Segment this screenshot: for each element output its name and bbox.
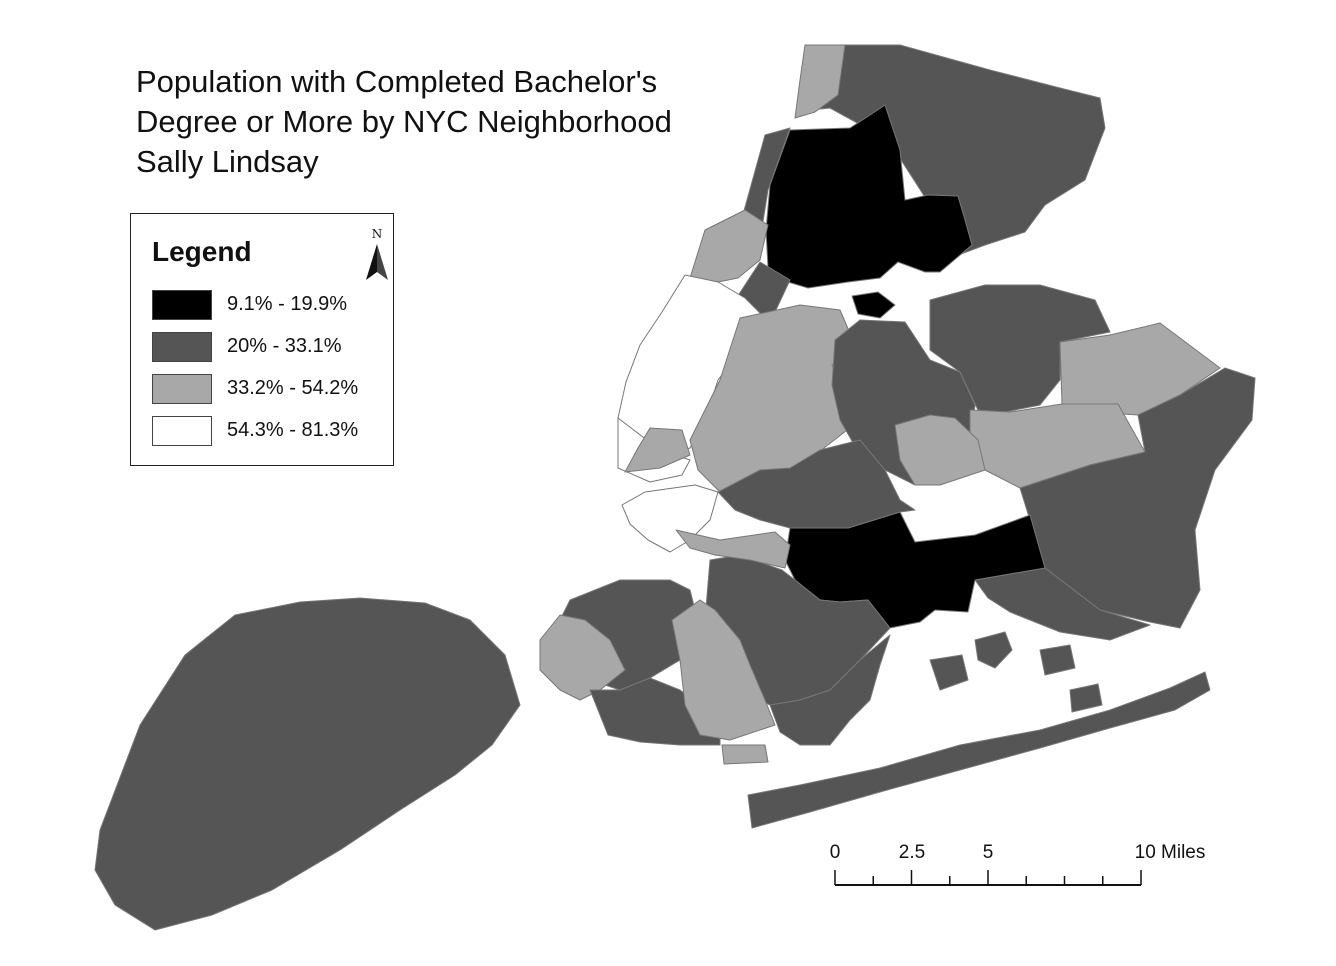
legend-swatch-2 [152,332,212,362]
map-title-line-2: Degree or More by NYC Neighborhood [136,104,672,139]
region-manhattan-lower-east [624,427,691,473]
region-queens-south [974,567,1151,641]
region-rockaway [747,671,1211,829]
legend-swatch-1 [152,290,212,320]
map-title-line-1: Population with Completed Bachelor's [136,64,658,99]
region-jamaica-bay-island-4 [1069,683,1103,713]
region-bronx-northwest [794,44,846,119]
scale-label-0: 0 [829,842,841,863]
scale-label-2-5: 2.5 [898,842,926,863]
region-brooklyn-north [717,439,916,529]
map-title: Population with Completed Bachelor's Deg… [136,62,672,182]
region-brooklyn-coney [721,744,769,765]
region-brooklyn-southeast [769,634,891,746]
region-jamaica-bay-island-2 [929,654,969,691]
north-arrow-icon: N [366,227,388,280]
region-jamaica-bay-island-3 [1039,644,1076,676]
region-brooklyn-park-slope [675,529,791,569]
legend-label-4: 54.3% - 81.3% [227,419,359,441]
legend-swatch-3 [152,374,212,404]
legend-label-1: 9.1% - 19.9% [227,293,348,315]
region-brooklyn-midwood [671,599,776,741]
legend-title: Legend [152,236,252,267]
region-queens-north [929,284,1111,413]
region-manhattan-midtown [617,274,766,456]
legend-label-2: 20% - 33.1% [227,335,342,357]
region-queens-east [1019,367,1256,629]
north-label: N [372,227,383,241]
map-author: Sally Lindsay [136,144,319,179]
scale-bar-graphic [834,870,1142,886]
scale-label-5: 5 [982,842,994,863]
region-rikers-island [851,291,896,319]
legend-label-3: 33.2% - 54.2% [227,377,359,399]
region-staten-island [94,597,521,931]
legend-swatch-4 [152,416,212,446]
legend-box: Legend N 9.1% - 19.9% 20% - 33.1% 33.2% … [130,213,394,466]
region-queens-flushing [894,414,986,486]
region-jamaica-bay-island-1 [974,631,1013,669]
region-brooklyn-bay-ridge [539,614,626,701]
scale-label-10-miles: 10 Miles [1134,842,1206,863]
